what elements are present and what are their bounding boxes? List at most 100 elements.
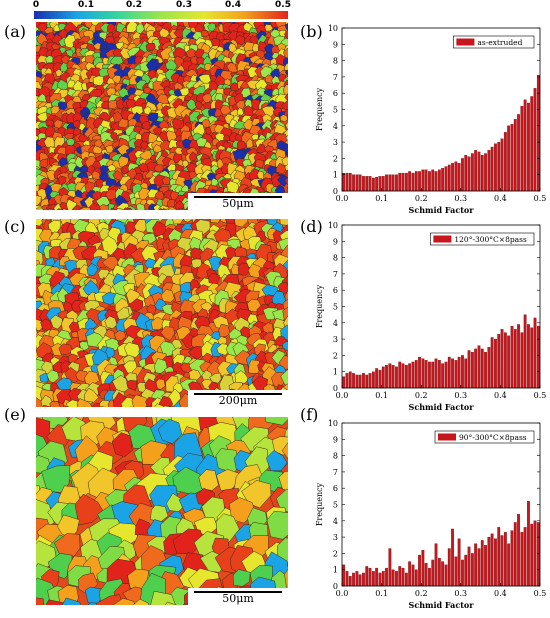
histogram-bar: [536, 522, 540, 587]
histogram-bar: [431, 361, 435, 389]
x-axis-label: Schmid Factor: [409, 205, 475, 215]
histogram-bar: [470, 351, 474, 389]
histogram-bar: [500, 138, 504, 192]
histogram-bar: [414, 360, 418, 389]
x-tick-label: 0.0: [336, 194, 349, 203]
grain: [209, 372, 222, 384]
ebsd-map-a: [36, 22, 288, 210]
x-tick-label: 0.1: [375, 589, 388, 598]
grain: [201, 30, 210, 38]
scalebar-line: [194, 393, 282, 395]
histogram-bar: [375, 567, 379, 587]
grain: [145, 58, 159, 72]
grain: [145, 42, 156, 52]
histogram-bar: [533, 317, 537, 389]
grain: [39, 373, 49, 383]
histogram-bar: [348, 371, 352, 389]
legend-box: [434, 430, 535, 444]
histogram-bar: [527, 324, 530, 389]
grain: [53, 361, 64, 373]
histogram-bar: [414, 569, 418, 587]
grain: [157, 418, 183, 444]
grain: [126, 379, 138, 391]
histogram-bar: [467, 546, 471, 587]
scalebar-label-e: 50μm: [222, 592, 254, 605]
y-tick-label: 4: [333, 319, 338, 328]
y-tick-label: 1: [333, 171, 338, 180]
y-tick-label: 6: [333, 89, 338, 98]
histogram-bar: [428, 171, 431, 192]
grain: [62, 405, 70, 407]
grain: [132, 598, 150, 605]
scalebar-line: [194, 591, 282, 593]
grain: [155, 378, 166, 390]
histogram-bar: [510, 530, 514, 587]
histogram-bar: [503, 332, 507, 389]
x-tick-label: 0.2: [415, 391, 428, 400]
grain: [279, 219, 288, 226]
histogram-bar: [507, 543, 511, 587]
histogram-bar: [503, 532, 507, 587]
grain: [264, 24, 274, 32]
grain: [264, 417, 288, 426]
histogram-bar: [411, 172, 415, 192]
grain: [174, 200, 185, 210]
histogram-bar: [342, 564, 346, 587]
histogram-bar: [385, 567, 388, 587]
histogram-bar: [527, 501, 530, 587]
histogram-bar: [398, 172, 402, 192]
scalebar-label-c: 200μm: [218, 394, 258, 407]
grain: [120, 396, 136, 407]
ebsd-map-e: [36, 417, 288, 605]
histogram-bar: [404, 172, 408, 192]
grain: [283, 128, 288, 138]
histogram-bar: [371, 571, 375, 587]
histogram-bar: [395, 174, 398, 192]
histogram-bar: [457, 356, 461, 389]
grain: [284, 92, 288, 101]
histogram-bar: [520, 532, 524, 587]
grain: [236, 107, 244, 116]
histogram-bar: [421, 169, 425, 192]
grain: [284, 163, 288, 172]
y-tick-label: 5: [333, 501, 338, 510]
grain: [277, 282, 288, 295]
histogram-bar: [355, 374, 359, 389]
grain: [61, 597, 81, 605]
histogram-bar: [484, 351, 487, 389]
grain: [95, 594, 124, 605]
grain: [78, 133, 89, 143]
grain: [235, 158, 246, 166]
y-tick-label: 3: [333, 533, 338, 542]
histogram-bar: [464, 554, 468, 587]
histogram-bar: [461, 355, 464, 389]
histogram-bar: [500, 329, 504, 389]
grain: [127, 55, 138, 65]
grain: [237, 262, 251, 276]
y-tick-label: 8: [333, 57, 338, 66]
histogram-bar: [451, 163, 454, 192]
histogram-bar: [362, 572, 365, 587]
histogram-bar: [378, 369, 382, 389]
histogram-bar: [348, 172, 352, 192]
grain: [136, 203, 146, 210]
grain: [234, 35, 246, 46]
histogram-bar: [355, 571, 359, 587]
legend-text: 120°-300°C×8pass: [454, 235, 527, 244]
histogram-bar: [408, 363, 412, 389]
grain: [123, 342, 141, 358]
histogram-bar: [444, 166, 448, 192]
grain: [216, 343, 230, 356]
histogram-bar: [398, 566, 402, 587]
histogram-bar: [411, 564, 415, 587]
colorbar-tick: 0.1: [78, 0, 94, 10]
histogram-bar: [381, 176, 385, 192]
grain: [280, 368, 288, 386]
grain: [58, 343, 74, 355]
histogram-bar: [510, 325, 514, 389]
histogram-bar: [480, 154, 484, 192]
x-tick-label: 0.4: [494, 391, 507, 400]
histogram-bar: [444, 564, 448, 587]
grain: [210, 219, 221, 224]
histogram-bar: [411, 361, 415, 389]
